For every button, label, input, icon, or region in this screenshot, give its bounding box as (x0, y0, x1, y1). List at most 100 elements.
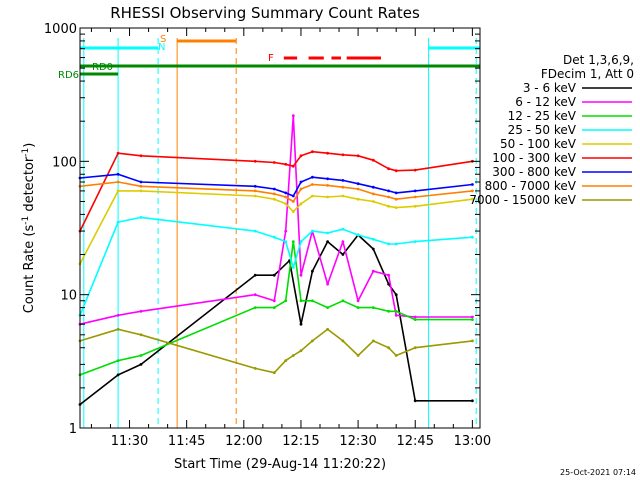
series-3-point-14 (394, 242, 398, 246)
chart-title: RHESSI Observing Summary Count Rates (110, 4, 420, 22)
legend-label-3: 25 - 50 keV (508, 123, 577, 137)
series-2-point-3 (253, 306, 257, 309)
series-2-point-1 (116, 359, 120, 362)
series-7-point-1 (116, 180, 120, 184)
series-6-point-2 (139, 180, 143, 184)
series-2-point-9 (326, 306, 329, 309)
series-3-point-16 (471, 235, 474, 239)
annotation-f: F (268, 53, 274, 64)
series-0-point-6 (299, 322, 303, 326)
series-0-point-4 (272, 273, 276, 277)
series-0-point-3 (253, 273, 257, 277)
series-line-3 (79, 216, 473, 316)
y-axis-label-exponent: -1 (21, 216, 31, 225)
series-4-point-15 (413, 204, 417, 208)
series-2-point-7 (299, 299, 303, 303)
series-0-point-9 (341, 253, 345, 256)
y-axis-label-exponent-2: -1 (21, 148, 31, 157)
legend-label-1: 6 - 12 keV (515, 95, 577, 109)
legend-header-line-1: Det 1,3,6,9, (563, 53, 634, 67)
series-2-point-12 (371, 306, 375, 309)
series-5-point-3 (253, 159, 257, 163)
series-2-point-8 (311, 299, 314, 303)
series-3-point-9 (326, 231, 329, 235)
series-1-point-16 (471, 315, 474, 319)
x-tick-label-2: 12:00 (225, 434, 262, 449)
series-8-point-7 (299, 349, 303, 353)
series-3-point-2 (139, 216, 143, 219)
series-2-point-6 (291, 240, 295, 244)
series-4-point-8 (311, 194, 314, 198)
series-line-4 (79, 190, 473, 265)
series-7-point-11 (356, 187, 360, 191)
flag-bars (80, 39, 480, 76)
y-axis-label-suffix: ) (22, 143, 37, 148)
series-3-point-7 (299, 240, 303, 244)
x-tick-label-5: 12:45 (397, 434, 434, 449)
series-8-point-12 (371, 339, 375, 343)
series-6-point-12 (371, 185, 375, 189)
series-6-point-10 (341, 179, 345, 182)
series-4-point-13 (387, 204, 390, 208)
y-axis-label-prefix: Count Rate (s (22, 225, 37, 314)
plot-area (78, 27, 481, 429)
series-2-point-4 (272, 306, 276, 309)
series-1-point-10 (341, 240, 345, 244)
series-1-point-11 (356, 299, 360, 303)
series-8-point-9 (326, 327, 329, 331)
series-3-point-3 (253, 229, 257, 233)
x-tick-label-4: 12:30 (339, 434, 376, 449)
series-5-point-7 (299, 154, 303, 158)
series-2-point-10 (341, 299, 345, 303)
series-7-point-7 (299, 187, 303, 191)
series-8-point-6 (291, 354, 295, 357)
plot-frame (79, 27, 481, 429)
series-4-point-1 (116, 189, 120, 193)
series-1-point-3 (253, 293, 257, 297)
series-2-point-2 (139, 354, 143, 357)
series-7-point-5 (284, 195, 288, 199)
series-8-point-14 (394, 354, 398, 357)
series-7-point-2 (139, 184, 143, 188)
series-6-point-4 (272, 187, 276, 191)
series-1-point-5 (284, 229, 288, 233)
series-5-point-10 (341, 153, 345, 157)
series-2-point-11 (356, 306, 360, 309)
series-7-point-10 (341, 185, 345, 189)
series-6-point-15 (413, 189, 417, 193)
series-7-point-9 (326, 184, 329, 187)
series-7-point-15 (413, 195, 417, 199)
series-8-point-3 (253, 367, 257, 370)
series-6-point-7 (299, 180, 303, 184)
series-5-point-9 (326, 151, 329, 155)
series-3-point-4 (272, 235, 276, 239)
series-6-point-9 (326, 177, 329, 181)
series-3-point-10 (341, 227, 345, 231)
x-tick-label-0: 11:30 (111, 434, 148, 449)
series-1-point-1 (116, 313, 120, 317)
legend-label-8: 7000 - 15000 keV (469, 193, 576, 207)
series-1-point-12 (371, 269, 375, 273)
series-line-1 (79, 114, 473, 325)
series-5-point-4 (272, 161, 276, 164)
series-4-point-16 (471, 197, 474, 201)
y-axis-label-middle: detector (22, 156, 37, 216)
series-2-point-14 (394, 309, 398, 313)
annotation-s: S (160, 34, 166, 45)
legend-label-7: 800 - 7000 keV (485, 179, 577, 193)
series-1-point-6 (291, 114, 295, 118)
series-8-point-16 (471, 339, 474, 343)
series-0-point-7 (311, 269, 314, 273)
y-tick-label-1: 10 (60, 289, 77, 304)
x-tick-label-3: 12:15 (282, 434, 319, 449)
series-5-point-1 (116, 151, 120, 155)
annotation-rd0: RD0 (92, 62, 113, 73)
series-line-0 (79, 234, 473, 406)
series-0-point-2 (139, 363, 143, 366)
series-0-point-15 (471, 399, 474, 403)
series-5-point-5 (284, 162, 288, 166)
series-3-point-11 (356, 233, 360, 237)
series-8-point-5 (284, 359, 288, 362)
series-4-point-5 (284, 202, 288, 206)
series-5-point-15 (413, 168, 417, 172)
